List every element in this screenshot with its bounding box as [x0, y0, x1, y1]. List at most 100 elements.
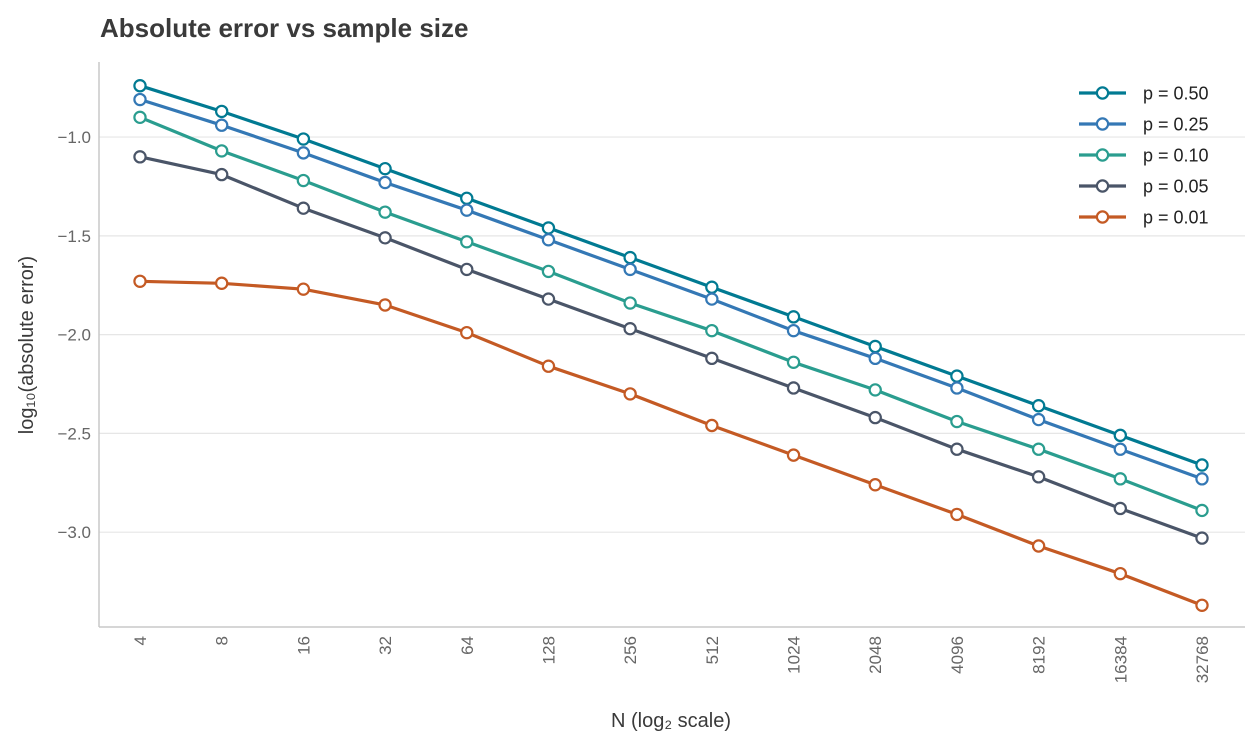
- data-point: [133, 150, 147, 164]
- data-point: [705, 280, 719, 294]
- data-point: [1113, 428, 1128, 443]
- data-point: [1031, 412, 1046, 427]
- data-point: [133, 79, 147, 93]
- data-point: [623, 262, 637, 277]
- legend-swatch-marker: [1095, 86, 1110, 100]
- data-point: [786, 381, 801, 395]
- data-point: [296, 146, 311, 160]
- data-point: [1113, 501, 1128, 516]
- data-point: [460, 203, 474, 217]
- series-group: [133, 79, 1209, 612]
- data-point: [950, 369, 964, 383]
- x-tick-label: 512: [703, 636, 722, 664]
- data-point: [214, 104, 229, 119]
- series-0: [133, 79, 1209, 472]
- x-tick-label: 32: [376, 636, 395, 655]
- data-point: [786, 448, 801, 462]
- data-point: [868, 383, 882, 397]
- legend-label: p = 0.50: [1143, 84, 1209, 104]
- y-tick-label: −2.0: [57, 326, 91, 345]
- data-point: [868, 351, 882, 366]
- series-4: [133, 274, 1209, 612]
- y-axis-label: log₁₀(absolute error): [16, 256, 38, 434]
- data-point: [378, 161, 392, 176]
- x-tick-label: 2048: [866, 636, 885, 674]
- axes: −1.0 −1.5 −2.0 −2.5 −3.0 4 8 16 32 64 128 256 512 102…: [57, 62, 1245, 683]
- data-point: [950, 414, 964, 429]
- data-point: [214, 167, 229, 182]
- series-line: [139, 115, 1203, 512]
- data-point: [1031, 399, 1046, 413]
- x-tick-label: 8: [213, 636, 232, 645]
- data-point: [1113, 442, 1128, 456]
- data-point: [705, 351, 719, 366]
- data-point: [378, 205, 392, 219]
- data-point: [296, 173, 311, 188]
- x-tick-label: 16: [294, 636, 313, 655]
- legend-item: p = 0.25: [1079, 115, 1209, 135]
- legend-item: p = 0.01: [1079, 208, 1209, 228]
- legend-item: p = 0.50: [1079, 84, 1209, 104]
- legend-swatch-marker: [1095, 179, 1110, 193]
- y-tick-label: −2.5: [57, 424, 91, 443]
- data-point: [460, 235, 474, 249]
- data-point: [1195, 598, 1209, 612]
- series-line: [139, 84, 1203, 467]
- data-point: [868, 410, 882, 425]
- data-point: [378, 231, 392, 245]
- data-point: [950, 442, 964, 456]
- data-point: [1031, 442, 1046, 456]
- chart-title: Absolute error vs sample size: [100, 13, 468, 43]
- x-tick-label: 128: [539, 636, 558, 664]
- data-point: [950, 507, 964, 522]
- x-tick-label: 16384: [1111, 636, 1130, 683]
- data-point: [214, 118, 229, 132]
- x-tick-label: 256: [621, 636, 640, 664]
- legend: p = 0.50 p = 0.25 p = 0.10 p = 0.05 p = 0.01: [1079, 84, 1209, 228]
- data-point: [541, 292, 556, 306]
- data-point: [786, 323, 801, 338]
- data-point: [1031, 539, 1046, 553]
- data-point: [378, 175, 392, 190]
- series-1: [133, 92, 1209, 486]
- data-point: [1195, 472, 1209, 486]
- data-point: [541, 359, 556, 373]
- data-point: [1113, 472, 1128, 486]
- data-point: [623, 296, 637, 310]
- data-point: [214, 276, 229, 290]
- legend-label: p = 0.05: [1143, 177, 1209, 197]
- data-point: [378, 298, 392, 312]
- legend-swatch-marker: [1095, 148, 1110, 162]
- data-point: [705, 292, 719, 306]
- x-tick-label: 8192: [1030, 636, 1049, 674]
- data-point: [460, 262, 474, 277]
- data-point: [1113, 566, 1128, 581]
- series-line: [139, 155, 1203, 540]
- series-2: [133, 110, 1209, 518]
- grid-lines: [99, 136, 1245, 533]
- x-tick-label: 32768: [1193, 636, 1212, 683]
- data-point: [786, 355, 801, 369]
- legend-label: p = 0.25: [1143, 115, 1209, 135]
- legend-swatch-marker: [1095, 210, 1110, 224]
- legend-item: p = 0.05: [1079, 177, 1209, 197]
- series-line: [139, 279, 1203, 607]
- data-point: [623, 321, 637, 336]
- data-point: [705, 323, 719, 338]
- data-point: [541, 264, 556, 279]
- data-point: [133, 274, 147, 288]
- data-point: [950, 381, 964, 395]
- data-point: [460, 191, 474, 206]
- y-tick-label: −3.0: [57, 523, 91, 542]
- x-tick-label: 64: [458, 636, 477, 655]
- data-point: [541, 221, 556, 235]
- data-point: [296, 201, 311, 215]
- x-axis-label: N (log₂ scale): [611, 710, 731, 732]
- data-point: [541, 233, 556, 247]
- legend-item: p = 0.10: [1079, 146, 1209, 166]
- x-tick-label: 1024: [785, 636, 804, 674]
- data-point: [296, 132, 311, 146]
- data-point: [1195, 503, 1209, 518]
